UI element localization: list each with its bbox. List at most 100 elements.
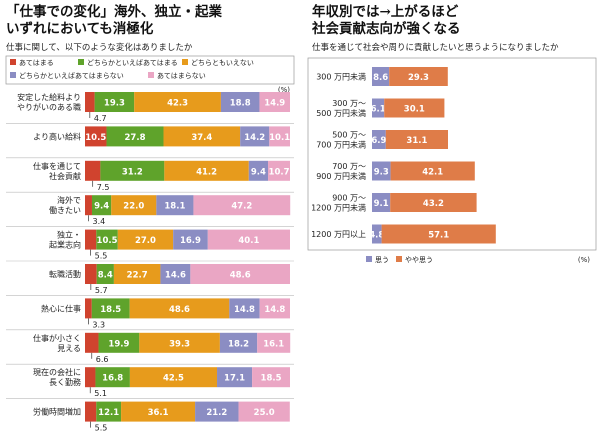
bar-segment: [372, 130, 386, 149]
data-label: 37.4: [191, 133, 212, 143]
data-label: 25.0: [254, 408, 275, 418]
legend-swatch: [148, 72, 154, 78]
data-label: 9.4: [251, 167, 266, 177]
data-label: 5.5: [95, 252, 108, 261]
category-label: 労働時間増加: [33, 407, 81, 417]
legend-box: [5, 55, 295, 85]
bar-segment: [372, 193, 391, 212]
bar-segment: [390, 161, 475, 181]
data-label: 14.2: [244, 133, 265, 143]
bar-segment: [240, 126, 270, 147]
left-chart-title-line1: 「仕事での変化」海外、独立・起業: [6, 4, 222, 20]
data-label: 6.9: [371, 136, 386, 146]
data-label: 6.6: [96, 355, 109, 364]
data-label: 27.0: [135, 236, 156, 246]
category-label: 海外で: [57, 195, 81, 205]
category-label: 900 万〜: [332, 194, 366, 203]
data-label: 3.3: [92, 320, 105, 329]
right-chart-title-line2: 社会貢献志向が強くなる: [312, 21, 461, 37]
data-label: 30.1: [404, 105, 425, 115]
category-label: 熱心に仕事: [41, 303, 81, 313]
category-label: 500 万〜: [332, 131, 366, 140]
data-label: 9.3: [374, 168, 389, 178]
data-label: 7.5: [97, 183, 110, 192]
bar-segment: [95, 367, 130, 388]
legend-swatch: [366, 256, 372, 262]
data-label: 48.6: [230, 271, 251, 281]
right-chart-subtitle: 仕事を通じて社会や周りに貢献したいと思うようになりましたか: [312, 43, 559, 53]
data-label: 22.0: [123, 202, 144, 212]
category-label: より高い給料: [33, 131, 81, 141]
data-label: 19.9: [108, 339, 129, 349]
category-label: 1200 万円未満: [311, 203, 366, 213]
category-label: 独立・: [57, 230, 81, 240]
bar-segment: [385, 130, 448, 149]
bar-segment: [259, 298, 290, 319]
data-label: 31.1: [406, 136, 427, 146]
bar-segment: [207, 229, 290, 250]
data-label: 9.4: [94, 202, 109, 212]
bar-segment: [372, 161, 391, 181]
bar-segment: [129, 367, 218, 388]
bar-segment: [85, 229, 97, 250]
bar-segment: [91, 195, 112, 216]
bar-segment: [85, 264, 97, 284]
data-label: 41.2: [196, 167, 217, 177]
category-label: 現在の会社に: [33, 367, 81, 377]
category-label: 安定した給料より: [17, 92, 81, 102]
bar-segment: [195, 401, 239, 422]
chart-frame: [307, 57, 597, 251]
legend-swatch: [182, 59, 188, 65]
bar-segment: [190, 264, 290, 284]
category-label: 700 万〜: [332, 162, 366, 171]
data-label: 48.6: [169, 305, 190, 315]
category-label: 長く勤務: [49, 377, 81, 387]
right-chart-title-line1: 年収別では→上がるほど: [312, 4, 459, 20]
category-label: 500 万円未満: [316, 108, 366, 118]
data-label: 5.5: [95, 424, 108, 433]
bar-segment: [134, 92, 221, 112]
data-label: 22.7: [127, 271, 148, 281]
bar-segment: [85, 126, 107, 147]
data-label: 16.8: [102, 374, 123, 384]
bar-segment: [94, 92, 135, 112]
data-label: 4.8: [369, 231, 384, 241]
bar-segment: [268, 160, 290, 181]
data-label: 18.5: [100, 305, 121, 315]
bar-segment: [252, 367, 290, 388]
data-label: 42.3: [167, 99, 188, 109]
bar-segment: [85, 92, 95, 112]
data-label: 57.1: [428, 231, 449, 241]
data-label: 29.3: [408, 73, 429, 83]
bar-segment: [85, 332, 99, 353]
data-label: 8.4: [98, 271, 113, 281]
legend-label: やや思う: [405, 256, 433, 264]
category-label: 起業志向: [49, 240, 81, 250]
bar-segment: [193, 195, 291, 216]
bar-segment: [390, 193, 477, 212]
data-label: 10.5: [97, 236, 118, 246]
data-label: 19.3: [104, 99, 125, 109]
bar-segment: [164, 160, 249, 181]
bar-segment: [96, 229, 118, 250]
category-label: やりがいのある職: [17, 102, 81, 112]
bar-segment: [372, 67, 390, 86]
bar-segment: [217, 367, 253, 388]
legend-label: どちらかといえばあてはまらない: [19, 71, 124, 80]
data-label: 5.7: [95, 286, 108, 295]
legend-swatch: [10, 72, 16, 78]
category-label: 300 万〜: [332, 99, 366, 108]
bar-segment: [85, 195, 92, 216]
bar-segment: [106, 126, 164, 147]
data-label: 5.1: [94, 389, 107, 398]
bar-segment: [372, 224, 382, 244]
data-label: 18.2: [228, 339, 249, 349]
bar-segment: [238, 401, 290, 422]
bar-segment: [139, 332, 220, 353]
data-label: 8.6: [373, 73, 388, 83]
data-label: 39.3: [169, 339, 190, 349]
legend-swatch: [78, 59, 84, 65]
bar-segment: [229, 298, 260, 319]
bar-segment: [96, 264, 114, 284]
category-label: 700 万円未満: [316, 140, 366, 150]
